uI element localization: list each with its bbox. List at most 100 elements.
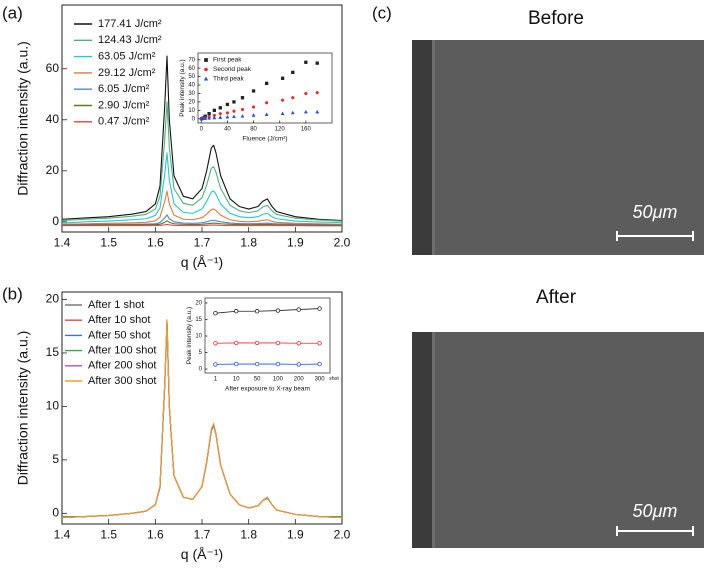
marker: [225, 111, 230, 115]
legend-label: 63.05 J/cm²: [98, 51, 156, 63]
marker: [317, 341, 322, 346]
marker: [280, 76, 285, 80]
legend-swatch: [203, 76, 209, 81]
legend-label: After 300 shot: [88, 375, 157, 387]
x-tick-label: 10: [233, 376, 240, 382]
axis-frame: [61, 291, 343, 525]
legend-label: 177.41 J/cm²: [98, 18, 162, 30]
x-tick-label: 1.4: [54, 528, 71, 542]
x-tick-label: 160: [301, 126, 312, 132]
x-tick-label: 1.6: [147, 528, 164, 542]
panel-label: (c): [372, 3, 392, 22]
scale-bar-label: 50μm: [633, 501, 678, 521]
y-tick-label: 15: [46, 345, 60, 359]
legend-label: 29.12 J/cm²: [98, 67, 156, 79]
marker: [304, 91, 308, 96]
y-axis-label: Diffraction intensity (a.u.): [14, 331, 30, 486]
x-tick-label: 40: [224, 126, 231, 132]
x-tick-label: 1.5: [100, 236, 117, 250]
legend-label: 6.05 J/cm²: [98, 83, 150, 95]
x-tick-label: 80: [250, 126, 257, 132]
marker: [207, 112, 211, 116]
marker: [275, 340, 281, 346]
x-axis-label: q (Å⁻¹): [181, 546, 223, 562]
marker: [240, 114, 245, 118]
marker: [207, 116, 212, 120]
marker: [225, 102, 230, 107]
marker: [317, 306, 322, 311]
y-tick-label: 5: [52, 452, 59, 466]
series-line: [215, 308, 320, 314]
axis-frame: [204, 297, 331, 374]
sem-image: [412, 332, 704, 548]
y-tick-label: 40: [188, 83, 195, 89]
marker: [264, 101, 269, 105]
marker: [303, 109, 308, 114]
sem-image: [412, 40, 704, 255]
marker: [251, 113, 256, 117]
legend-label: Third peak: [213, 76, 244, 83]
marker: [218, 115, 223, 119]
x-tick-label: 300: [315, 376, 326, 382]
marker: [254, 361, 260, 367]
sem-edge: [412, 332, 432, 548]
legend-swatch: [204, 58, 208, 62]
x-tick-label: 1.5: [100, 528, 117, 542]
marker: [315, 90, 319, 95]
series-line: [61, 101, 343, 222]
marker: [213, 341, 218, 346]
x-tick-label: 50: [254, 376, 261, 382]
marker: [296, 362, 301, 367]
y-tick-label: 20: [188, 99, 195, 105]
x-tick-label: 2.0: [334, 236, 351, 250]
legend-label: 124.43 J/cm²: [98, 34, 162, 46]
y-tick-label: 5: [199, 350, 203, 356]
marker: [234, 361, 239, 367]
x-tick-label: 200: [294, 376, 305, 382]
y-tick-label: 10: [195, 334, 202, 340]
axis-frame: [197, 52, 333, 124]
marker: [234, 309, 239, 314]
sem-edge: [412, 40, 432, 255]
scale-bar-label: 50μm: [633, 202, 678, 222]
marker: [240, 107, 245, 112]
y-tick-label: 20: [46, 292, 60, 306]
marker: [240, 96, 245, 100]
series-line: [61, 190, 343, 225]
marker: [213, 362, 218, 367]
marker: [291, 96, 295, 100]
y-tick-label: 50: [188, 74, 195, 80]
marker: [280, 98, 285, 102]
marker: [254, 340, 260, 346]
y-tick-label: 15: [195, 317, 202, 323]
marker: [231, 114, 236, 119]
x-axis-label: Fluence (J/cm²): [242, 135, 287, 142]
series-line: [62, 223, 342, 227]
marker: [232, 100, 236, 104]
marker: [212, 108, 216, 112]
x-tick-label: 1.9: [287, 528, 304, 542]
y-tick-label: 60: [46, 61, 60, 75]
y-tick-label: 30: [188, 91, 195, 97]
sem-edge: [432, 40, 435, 255]
x-tick-label: 0: [200, 126, 204, 132]
x-tick-label: 1.4: [54, 236, 71, 250]
x-tick-label: 2.0: [334, 528, 351, 542]
marker: [254, 309, 260, 314]
legend-label: After 1 shot: [88, 299, 144, 311]
x-tick-label: 1.6: [147, 236, 164, 250]
marker: [315, 109, 320, 114]
marker: [234, 340, 239, 346]
y-tick-label: 0: [192, 116, 196, 122]
marker: [232, 109, 236, 113]
x-tick-label: 1.8: [240, 528, 257, 542]
marker: [275, 308, 281, 313]
marker: [264, 112, 269, 116]
marker: [296, 341, 301, 346]
marker: [275, 361, 281, 367]
marker: [296, 307, 301, 312]
marker: [251, 105, 256, 109]
y-tick-label: 70: [188, 57, 195, 63]
legend-label: After 10 shot: [88, 314, 150, 326]
